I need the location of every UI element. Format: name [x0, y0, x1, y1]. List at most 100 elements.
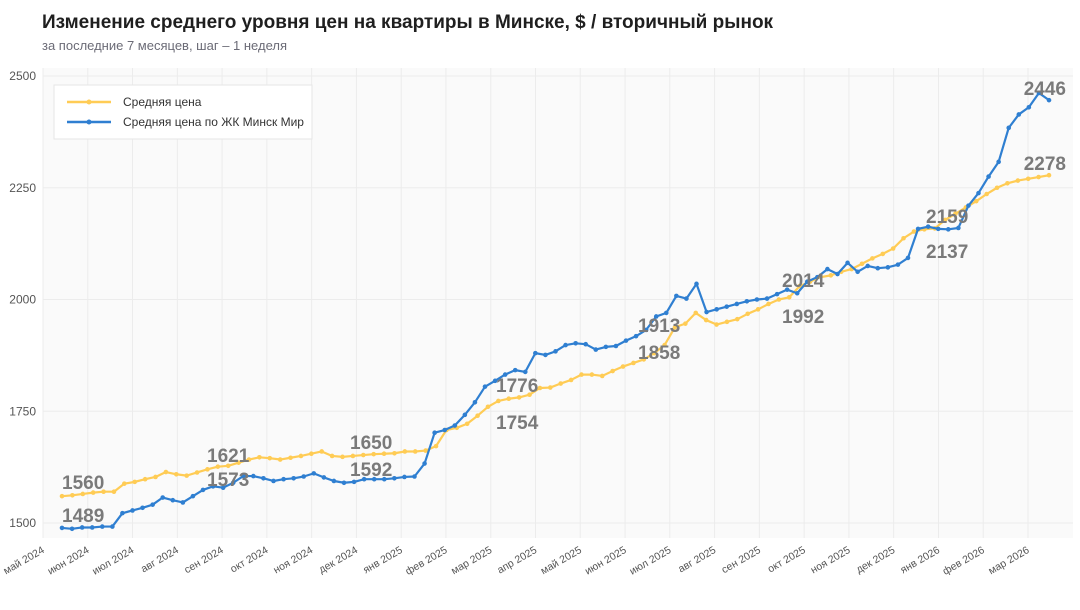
data-point [859, 261, 865, 267]
data-point [543, 352, 548, 358]
x-tick-label: янв 2026 [898, 544, 942, 576]
data-point [246, 457, 252, 462]
data-point [311, 471, 317, 476]
data-point [340, 454, 345, 460]
data-point [589, 372, 595, 377]
data-point [895, 262, 901, 267]
data-point [462, 412, 468, 418]
data-point [784, 287, 790, 292]
data-point [724, 304, 730, 309]
data-point [261, 476, 266, 481]
data-label: 2278 [1024, 154, 1066, 175]
data-point [301, 474, 307, 479]
data-label: 1650 [350, 433, 392, 454]
data-point [942, 217, 948, 223]
data-point [774, 291, 780, 297]
grid [42, 68, 1073, 538]
data-point [996, 159, 1001, 165]
data-point [341, 480, 347, 486]
data-point [89, 525, 95, 530]
data-point [496, 398, 501, 404]
x-tick-label: дек 2024 [317, 544, 360, 576]
x-tick-label: мар 2025 [449, 544, 494, 577]
data-point [360, 452, 366, 458]
data-point [994, 185, 1000, 191]
y-axis: 1500 1750 2000 2250 2500 [9, 69, 36, 530]
data-point [890, 246, 896, 251]
data-point [170, 497, 176, 503]
data-point [804, 279, 810, 284]
data-label: 1776 [496, 376, 538, 397]
legend: Средняя цена Средняя цена по ЖК Минск Ми… [53, 84, 313, 140]
data-point [643, 327, 649, 333]
data-labels: 1560 1489 1621 1573 1650 1592 1776 1754 1913 1858… [62, 79, 1066, 527]
data-point [1026, 104, 1032, 110]
data-point [764, 296, 770, 301]
data-point [1005, 180, 1010, 186]
data-point [412, 449, 418, 454]
legend-box [53, 84, 313, 140]
data-point [875, 265, 881, 271]
data-point [674, 293, 679, 299]
data-point [1025, 176, 1031, 182]
data-point [472, 400, 478, 405]
x-tick-label: сен 2024 [182, 544, 226, 576]
data-point [880, 251, 886, 257]
data-point [288, 455, 293, 461]
data-point [684, 296, 689, 301]
data-point [1036, 90, 1042, 96]
data-point [724, 319, 730, 325]
y-tick-label: 1500 [9, 516, 36, 530]
data-label: 1592 [350, 460, 392, 481]
data-point [173, 471, 179, 477]
data-point [533, 350, 538, 356]
data-point [485, 404, 491, 410]
data-point [482, 384, 488, 389]
data-label: 1754 [496, 413, 539, 434]
data-point [215, 464, 221, 469]
data-point [610, 368, 615, 374]
data-point [579, 372, 584, 377]
y-tick-label: 1750 [9, 404, 36, 418]
data-point [502, 372, 508, 377]
data-point [776, 297, 782, 302]
data-point [973, 198, 979, 204]
data-point [371, 451, 376, 457]
legend-marker-average [86, 99, 92, 105]
data-label: 2137 [926, 242, 968, 263]
data-point [794, 290, 800, 296]
data-point [755, 307, 761, 312]
series-average-price [59, 172, 1052, 499]
data-point [815, 274, 820, 280]
data-point [381, 476, 387, 482]
data-point [59, 493, 65, 499]
data-point [132, 479, 138, 485]
data-point [754, 297, 760, 302]
data-point [825, 266, 830, 272]
data-point [423, 448, 428, 453]
data-point [522, 369, 528, 375]
x-tick-label: дек 2025 [854, 544, 897, 576]
data-point [911, 229, 917, 234]
data-point [1046, 97, 1052, 103]
data-point [291, 476, 296, 481]
data-point [309, 451, 314, 457]
data-label: 2014 [782, 271, 825, 292]
data-point [693, 310, 699, 316]
y-tick-label: 2500 [9, 69, 36, 83]
data-point [663, 310, 669, 316]
data-point [599, 373, 605, 379]
data-point [651, 350, 657, 356]
data-point [329, 453, 335, 459]
data-point [200, 487, 206, 493]
data-point [662, 342, 667, 348]
y-tick-label: 2000 [9, 293, 36, 307]
data-point [593, 347, 599, 352]
data-label: 1489 [62, 506, 104, 527]
x-tick-label: июл 2025 [628, 544, 674, 577]
data-point [153, 474, 158, 480]
data-point [381, 451, 387, 457]
data-point [122, 481, 127, 486]
data-point [433, 443, 439, 449]
